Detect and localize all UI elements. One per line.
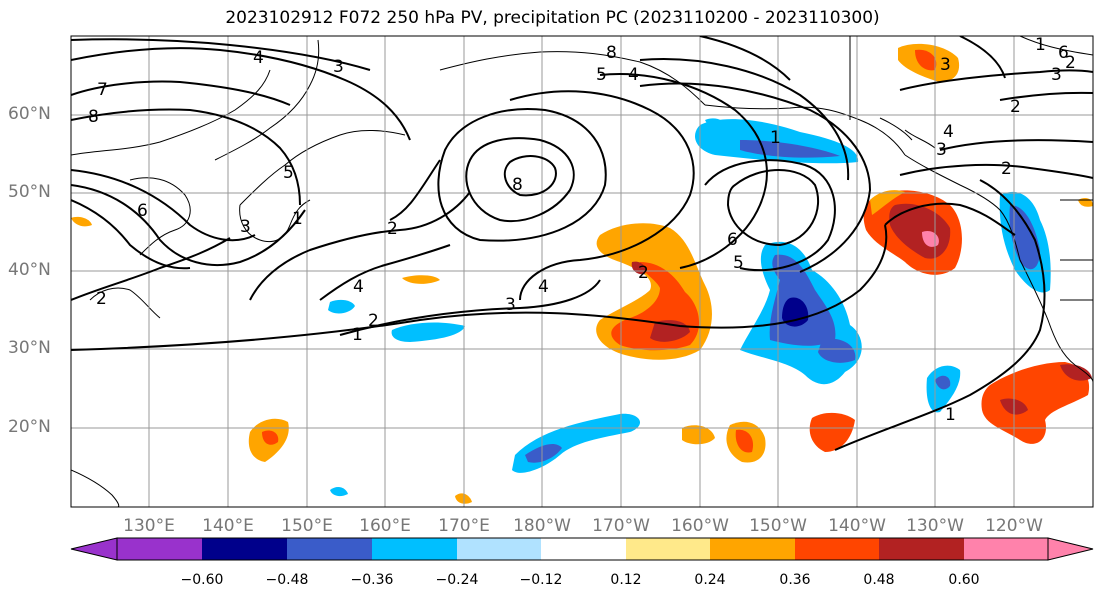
lon-label: 130°E [123, 516, 175, 536]
contour-label: 2 [1001, 159, 1012, 179]
colorbar-segment [202, 538, 287, 560]
contour-label: 2 [368, 311, 379, 331]
contour-label: 4 [943, 122, 954, 142]
contour-label: 6 [1058, 43, 1069, 63]
colorbar-tick-label: 0.36 [779, 572, 811, 588]
colorbar [70, 537, 1094, 561]
colorbar-tick-label: 0.48 [863, 572, 895, 588]
contour-label: 7 [97, 80, 108, 100]
lon-label: 170°E [438, 516, 490, 536]
colorbar-segment [287, 538, 372, 560]
colorbar-segment [541, 538, 626, 560]
colorbar-extend-right [1047, 537, 1094, 561]
colorbar-segment [795, 538, 879, 560]
lon-label: 170°W [592, 516, 650, 536]
pv-contours [71, 36, 1093, 451]
colorbar-tick-label: 0.12 [610, 572, 642, 588]
colorbar-segment [372, 538, 457, 560]
contour-label: 8 [606, 43, 617, 63]
contour-label: 2 [1065, 53, 1076, 73]
lon-label: 160°W [671, 516, 729, 536]
contour-label: 3 [936, 140, 947, 160]
map-title: 2023102912 F072 250 hPa PV, precipitatio… [225, 8, 880, 28]
colorbar-segment [879, 538, 964, 560]
contour-label: 6 [137, 201, 148, 221]
colorbar-tick-label: −0.12 [519, 572, 563, 588]
contour-label: 3 [1051, 65, 1062, 85]
lat-label: 40°N [8, 260, 51, 280]
contour-label: 1 [1035, 35, 1046, 55]
contour-label: 2 [638, 263, 649, 283]
map-frame [70, 35, 1094, 508]
colorbar-segment [710, 538, 795, 560]
colorbar-tick-label: −0.36 [350, 572, 394, 588]
contour-label-group: 4 3 7 8 5 6 1 2 8 1 8 5 4 2 3 4 2 1 2 3 … [88, 35, 1076, 425]
lon-label: 140°E [202, 516, 254, 536]
contour-label: 1 [292, 209, 303, 229]
lon-label: 160°E [359, 516, 411, 536]
contour-label: 4 [353, 277, 364, 297]
contour-label: 1 [945, 405, 956, 425]
contour-label: 4 [253, 48, 264, 68]
contour-label: 3 [940, 55, 951, 75]
colorbar-tick-label: −0.24 [435, 572, 479, 588]
lon-label: 130°W [906, 516, 964, 536]
colorbar-segment [626, 538, 710, 560]
contour-label: 4 [538, 277, 549, 297]
lat-label: 30°N [8, 338, 51, 358]
colorbar-segment [457, 538, 541, 560]
lat-label: 50°N [8, 182, 51, 202]
contour-label: 3 [505, 295, 516, 315]
contour-label: 2 [1010, 97, 1021, 117]
contour-label: 2 [96, 289, 107, 309]
lon-label: 120°W [985, 516, 1043, 536]
colorbar-segment [964, 538, 1048, 560]
contour-label: 5 [596, 65, 607, 85]
lon-label: 140°W [828, 516, 886, 536]
contour-label: 1 [770, 128, 781, 148]
colorbar-tick-label: −0.48 [265, 572, 309, 588]
contour-label: 8 [88, 107, 99, 127]
gridlines [71, 36, 1093, 507]
contour-label: 6 [727, 230, 738, 250]
colorbar-tick-label: 0.24 [694, 572, 726, 588]
lat-label: 20°N [8, 417, 51, 437]
contour-label: 5 [283, 163, 294, 183]
lon-label: 150°W [749, 516, 807, 536]
lon-label: 180°W [513, 516, 571, 536]
colorbar-tick-label: −0.60 [180, 572, 224, 588]
contour-label: 2 [387, 219, 398, 239]
coastlines [71, 36, 1093, 507]
lon-label: 150°E [281, 516, 333, 536]
precip-shading [71, 43, 1093, 504]
contour-label: 3 [333, 57, 344, 77]
colorbar-tick-label: 0.60 [948, 572, 980, 588]
contour-label: 1 [352, 325, 363, 345]
contour-label: 5 [733, 253, 744, 273]
lat-label: 60°N [8, 104, 51, 124]
contour-label: 3 [240, 217, 251, 237]
colorbar-segment [117, 538, 202, 560]
contour-label: 8 [512, 175, 523, 195]
contour-label: 4 [628, 65, 639, 85]
colorbar-extend-left [70, 537, 118, 561]
